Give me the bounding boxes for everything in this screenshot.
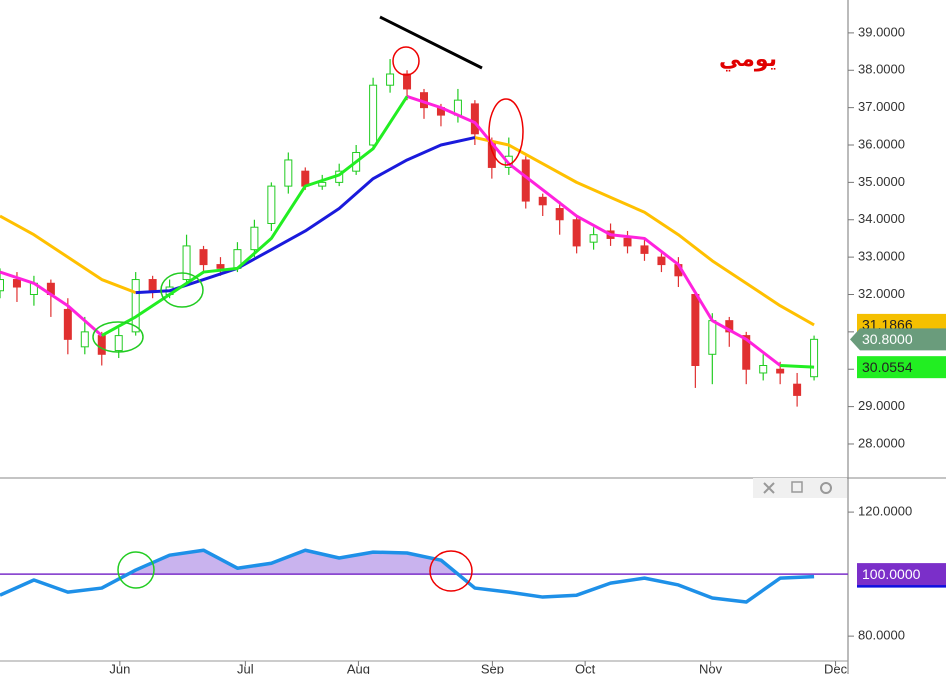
candle-body — [97, 335, 106, 355]
y-tick-label: 80.0000 — [858, 628, 905, 643]
moving-average — [101, 95, 409, 337]
y-tick-label: 120.0000 — [858, 504, 912, 519]
settings-icon[interactable] — [820, 482, 832, 494]
candle-body — [708, 320, 717, 355]
candle-body — [691, 293, 700, 366]
candle-body — [725, 320, 734, 333]
indicator-area — [128, 550, 458, 575]
candle-body — [250, 226, 259, 251]
highlight-circle — [429, 550, 473, 592]
candle-body — [114, 335, 123, 352]
candle-body — [284, 159, 293, 187]
candle-body — [403, 73, 412, 90]
candle-body — [589, 234, 598, 243]
candle-body — [572, 219, 581, 247]
y-tick-label: 36.0000 — [858, 136, 905, 151]
candle-body — [623, 237, 632, 247]
trend-line — [379, 15, 483, 70]
moving-average — [135, 136, 476, 295]
candle-body — [810, 338, 819, 378]
x-tick-label: Dec — [824, 661, 848, 674]
candle-body — [369, 84, 378, 146]
candle-body — [0, 279, 4, 292]
candle-body — [148, 279, 157, 292]
candle-body — [555, 208, 564, 221]
moving-average — [406, 94, 782, 367]
y-tick-label: 34.0000 — [858, 211, 905, 226]
candle-body — [131, 279, 140, 333]
price-tag — [850, 328, 946, 351]
candle-body — [640, 245, 649, 254]
x-tick-label: Nov — [699, 661, 723, 674]
y-tick-label: 28.0000 — [858, 435, 905, 450]
candle-body — [199, 249, 208, 266]
candle-body — [63, 308, 72, 340]
candle-body — [386, 73, 395, 86]
price-tag — [857, 563, 946, 586]
maximize-icon[interactable] — [791, 481, 803, 493]
candle-body — [742, 335, 751, 370]
candle-body — [318, 181, 327, 187]
annotation-text: يومي — [719, 47, 777, 72]
moving-average — [0, 270, 103, 337]
y-tick-label: 29.0000 — [858, 398, 905, 413]
candle-body — [657, 256, 666, 266]
candle-body — [538, 196, 547, 206]
candle-body — [759, 364, 768, 374]
highlight-circle — [488, 98, 524, 166]
close-icon[interactable] — [763, 482, 775, 494]
candle-body — [12, 279, 21, 288]
candle-body — [267, 185, 276, 224]
annotations — [92, 15, 524, 592]
panel-toolbar — [753, 478, 847, 498]
highlight-circle — [117, 551, 155, 589]
candle-body — [182, 245, 191, 281]
x-tick-label: Oct — [575, 661, 596, 674]
y-tick-label: 37.0000 — [858, 99, 905, 114]
price-tag-label: 30.8000 — [862, 331, 913, 347]
price-tag-label: 100.0000 — [862, 566, 921, 582]
y-tick-label: 33.0000 — [858, 249, 905, 264]
candle-body — [793, 383, 802, 396]
toolbar-bg — [753, 478, 847, 498]
candle-body — [80, 331, 89, 348]
highlight-circle — [92, 321, 144, 353]
x-tick-label: Jul — [237, 661, 254, 674]
x-tick-label: Sep — [481, 661, 504, 674]
indicator-line — [0, 548, 815, 604]
moving-average — [780, 364, 815, 369]
y-tick-label: 35.0000 — [858, 174, 905, 189]
candle-body — [216, 264, 225, 269]
moving-average — [474, 136, 815, 327]
price-tag-label: 30.0554 — [862, 359, 913, 375]
highlight-circle — [392, 46, 420, 76]
price-tag — [857, 356, 946, 379]
x-tick-label: Aug — [347, 661, 370, 674]
moving-average — [0, 214, 137, 295]
y-tick-label: 32.0000 — [858, 286, 905, 301]
candle-body — [776, 368, 785, 374]
highlight-circle — [160, 272, 204, 308]
x-tick-label: Jun — [109, 661, 130, 674]
y-tick-label: 38.0000 — [858, 62, 905, 77]
y-tick-label: 39.0000 — [858, 24, 905, 39]
candle-body — [470, 103, 479, 135]
